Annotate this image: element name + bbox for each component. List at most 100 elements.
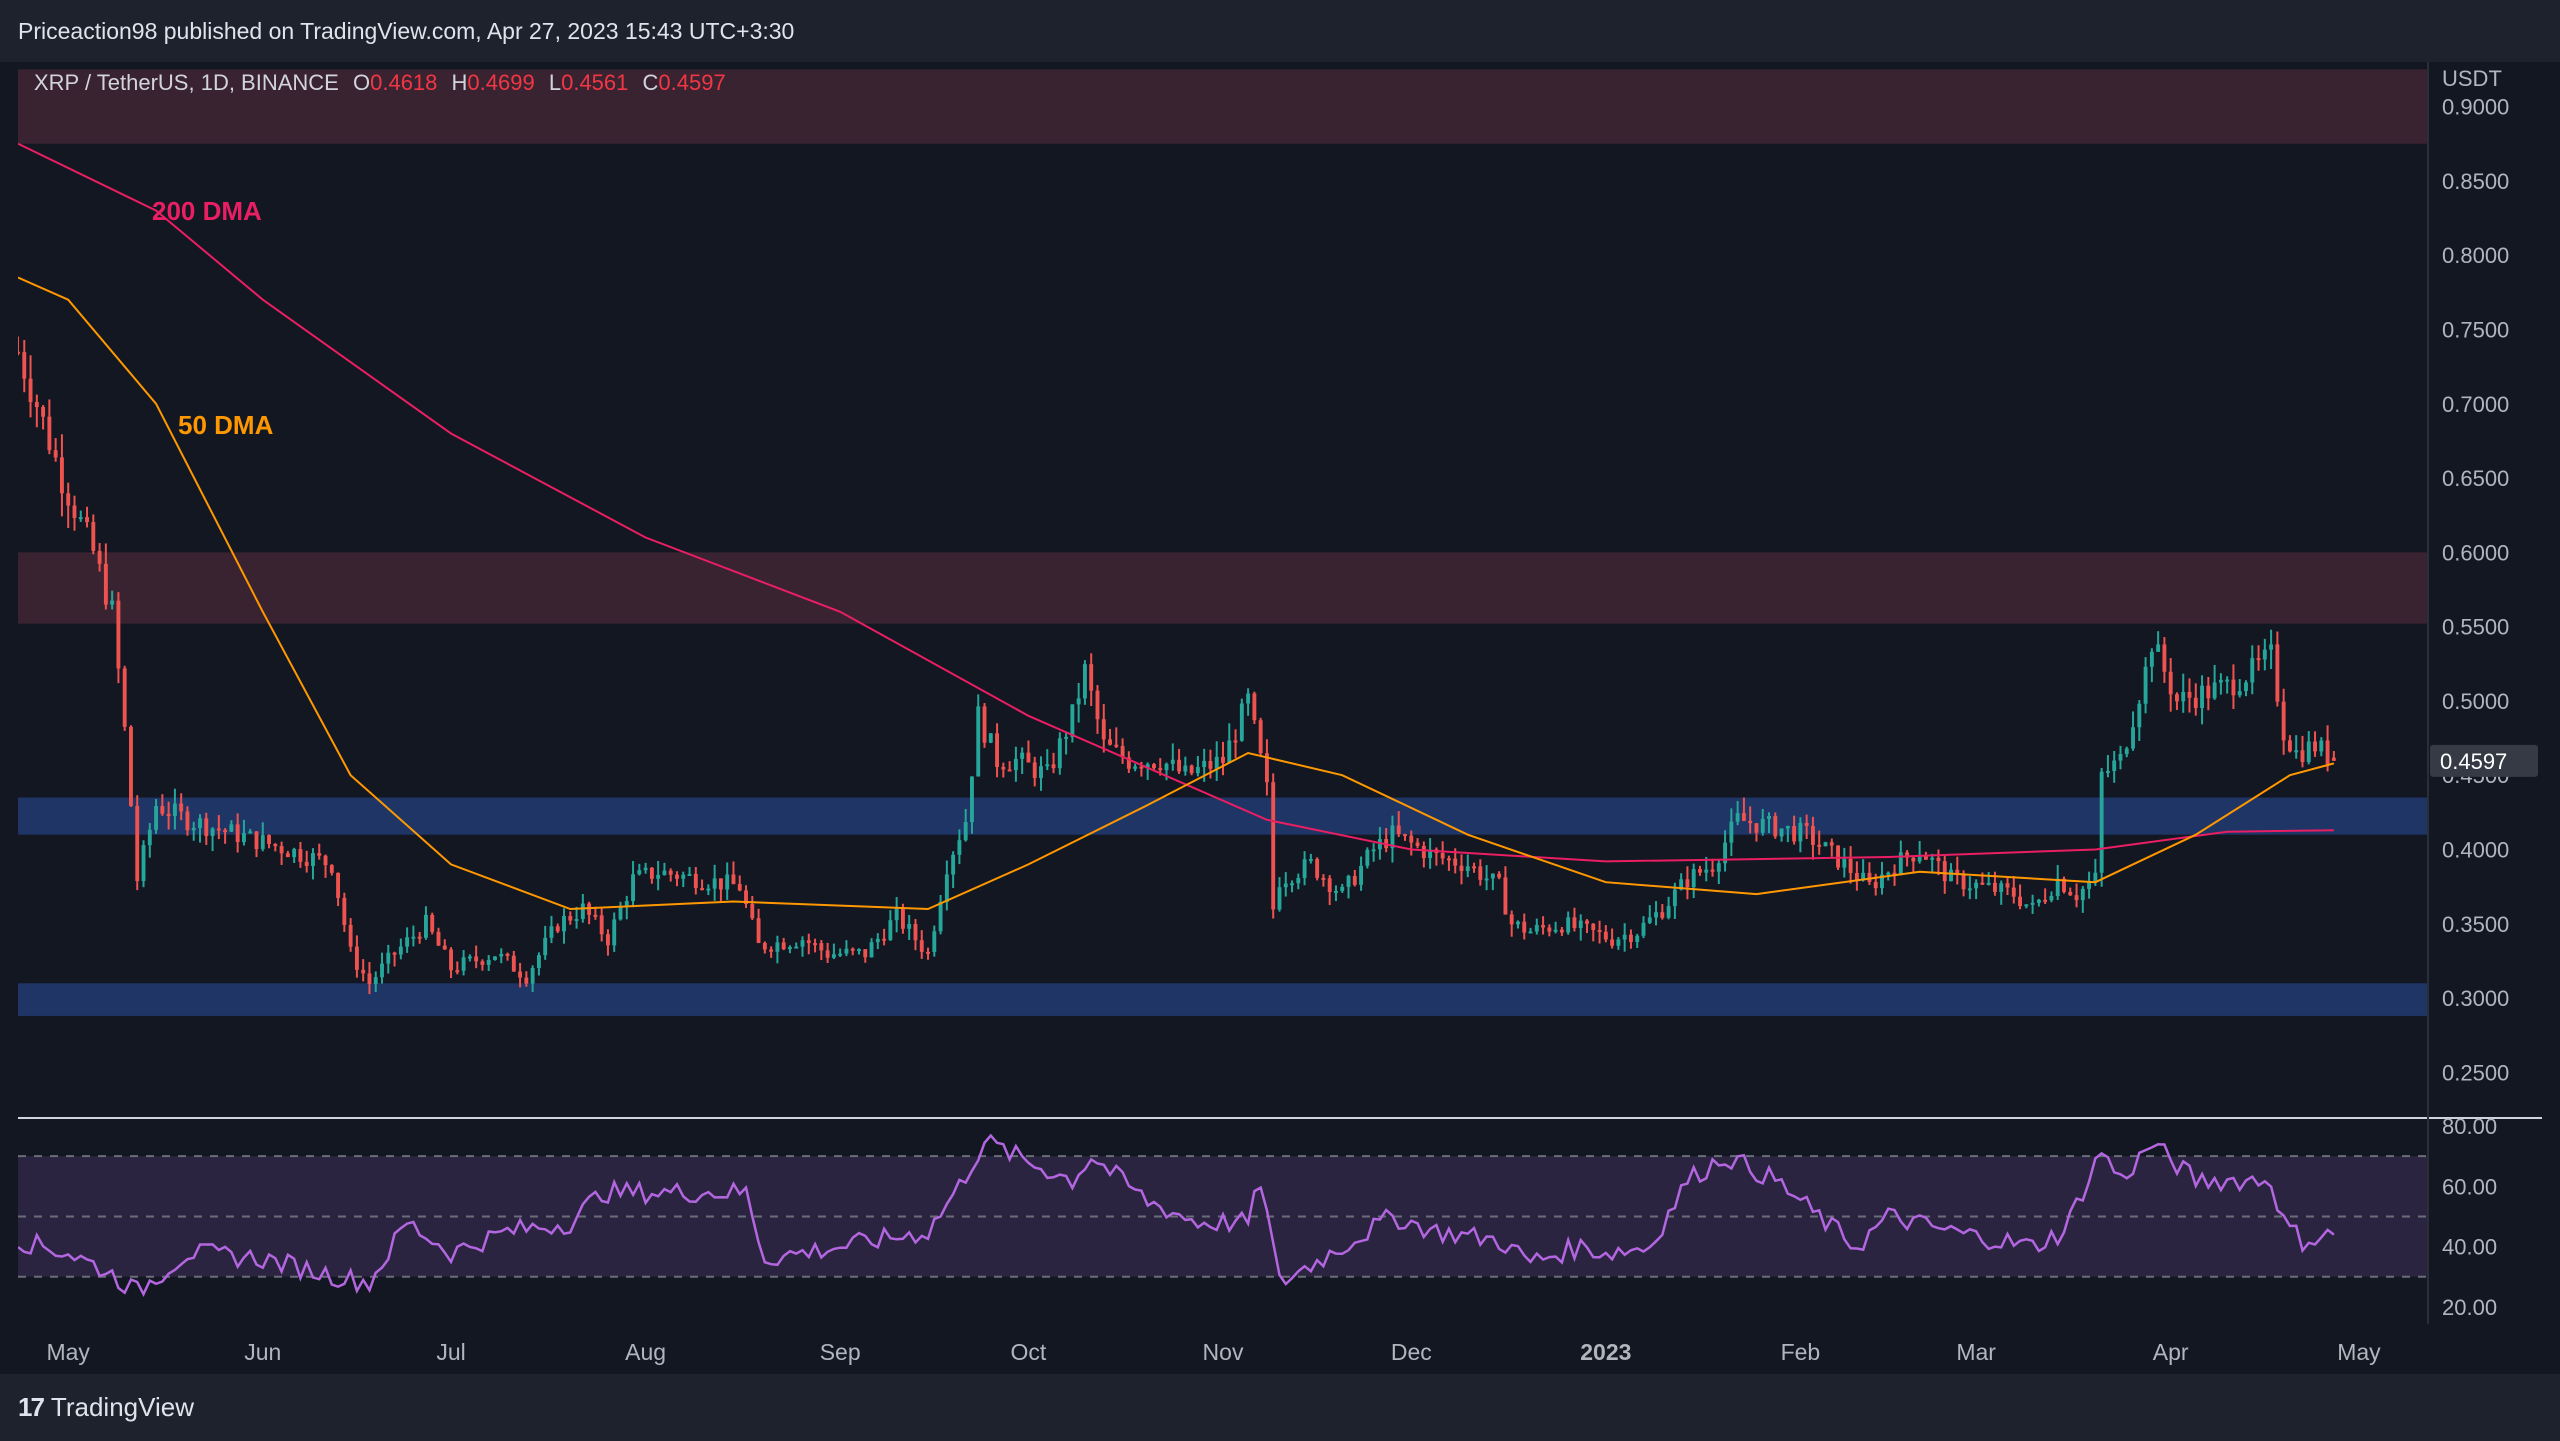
candle-body [1610,939,1615,946]
candle-body [1591,923,1596,931]
candle-body [1547,927,1552,932]
candle-body [1108,739,1112,745]
candle-body [436,931,441,946]
candle-body [536,955,541,969]
time-axis-background [18,1324,2542,1374]
candle-body [229,824,234,832]
candle-body [260,835,265,850]
candle-body [2306,741,2311,763]
candle-body [1723,842,1728,864]
candle-body [2250,658,2255,683]
candle-body [2087,882,2092,889]
candle-body [304,861,309,867]
candle-body [549,926,554,938]
candle-body [951,854,956,875]
candle-body [1233,740,1238,743]
candle-body [624,901,629,907]
candle-body [675,874,679,879]
candle-body [1390,825,1395,849]
candle-body [2036,899,2041,903]
candle-body [1415,842,1420,846]
candle-body [392,952,397,955]
candle-body [643,867,648,871]
candle-body [367,973,372,984]
candle-body [900,907,905,929]
rsi-tick-label: 20.00 [2442,1295,2497,1320]
candle-body [1472,866,1476,869]
candle-body [1101,719,1106,740]
candle-body [1264,753,1269,783]
price-tick-label: 0.8500 [2442,169,2509,194]
candle-body [888,920,893,940]
candle-body [72,505,77,518]
price-tick-label: 0.8000 [2442,243,2509,268]
resistance-zone-0 [18,69,2428,144]
candle-body [1999,883,2004,892]
rsi-tick-label: 40.00 [2442,1235,2497,1260]
candle-body [1886,872,1891,875]
candle-body [1578,920,1583,928]
rsi-tick-label: 80.00 [2442,1114,2497,1139]
candle-body [1603,931,1608,940]
candle-body [1773,815,1778,837]
candle-body [2200,685,2205,709]
candle-body [2143,666,2148,704]
candle-body [398,946,403,955]
candle-body [1679,879,1684,890]
candle-body [825,950,830,958]
candle-body [511,955,516,972]
candle-body [1911,857,1916,862]
candle-body [593,914,598,917]
candle-body [1654,912,1658,918]
candle-body [1804,822,1809,826]
candle-body [2281,701,2286,741]
price-tick-label: 0.3500 [2442,912,2509,937]
chart-frame[interactable]: 0.9000 0.8500 0.8000 0.7500 0.7000 0.6500 0.60… [18,62,2542,1374]
candle-body [1139,766,1144,769]
price-tick-label: 0.9000 [2442,95,2509,120]
candle-body [1685,879,1690,888]
candle-body [1861,872,1866,881]
candle-body [1647,917,1652,923]
chart-canvas[interactable]: 0.9000 0.8500 0.8000 0.7500 0.7000 0.6500 0.60… [18,62,2542,1374]
candle-body [179,803,184,812]
candle-body [1716,863,1721,872]
symbol-info: XRP / TetherUS, 1D, BINANCE O0.4618 H0.4… [34,70,726,96]
candle-body [2175,694,2179,702]
candle-body [1867,872,1872,882]
candle-body [1553,929,1558,932]
symbol-name[interactable]: XRP / TetherUS, 1D, BINANCE [34,70,339,95]
candle-body [2193,697,2198,709]
candle-body [241,833,246,843]
candle-body [1308,859,1313,862]
candle-body [982,706,987,743]
candle-body [725,874,730,890]
candle-body [1923,854,1928,860]
ma200-label: 200 DMA [152,196,262,226]
candle-body [2287,740,2292,752]
candle-body [794,946,799,949]
candle-body [1760,818,1765,833]
candle-body [2024,904,2029,907]
candle-body [2030,902,2035,905]
candle-body [606,934,610,946]
candle-body [976,706,981,777]
candle-body [1365,849,1370,866]
candle-body [1396,825,1401,835]
candle-body [1183,765,1188,772]
candle-body [574,919,579,922]
candle-body [2156,644,2161,652]
candle-body [2080,888,2085,901]
candle-body [1327,878,1332,892]
candle-body [1177,759,1182,772]
tradingview-logo[interactable]: 17 TradingView [18,1392,194,1423]
candle-body [938,901,943,932]
candle-body [1133,766,1138,769]
candle-body [1735,813,1740,822]
candle-body [850,948,855,951]
candle-body [869,942,874,958]
candle-body [449,949,453,971]
publisher-line: Priceaction98 published on TradingView.c… [18,18,795,44]
candle-body [1848,858,1853,873]
candle-body [147,829,152,846]
